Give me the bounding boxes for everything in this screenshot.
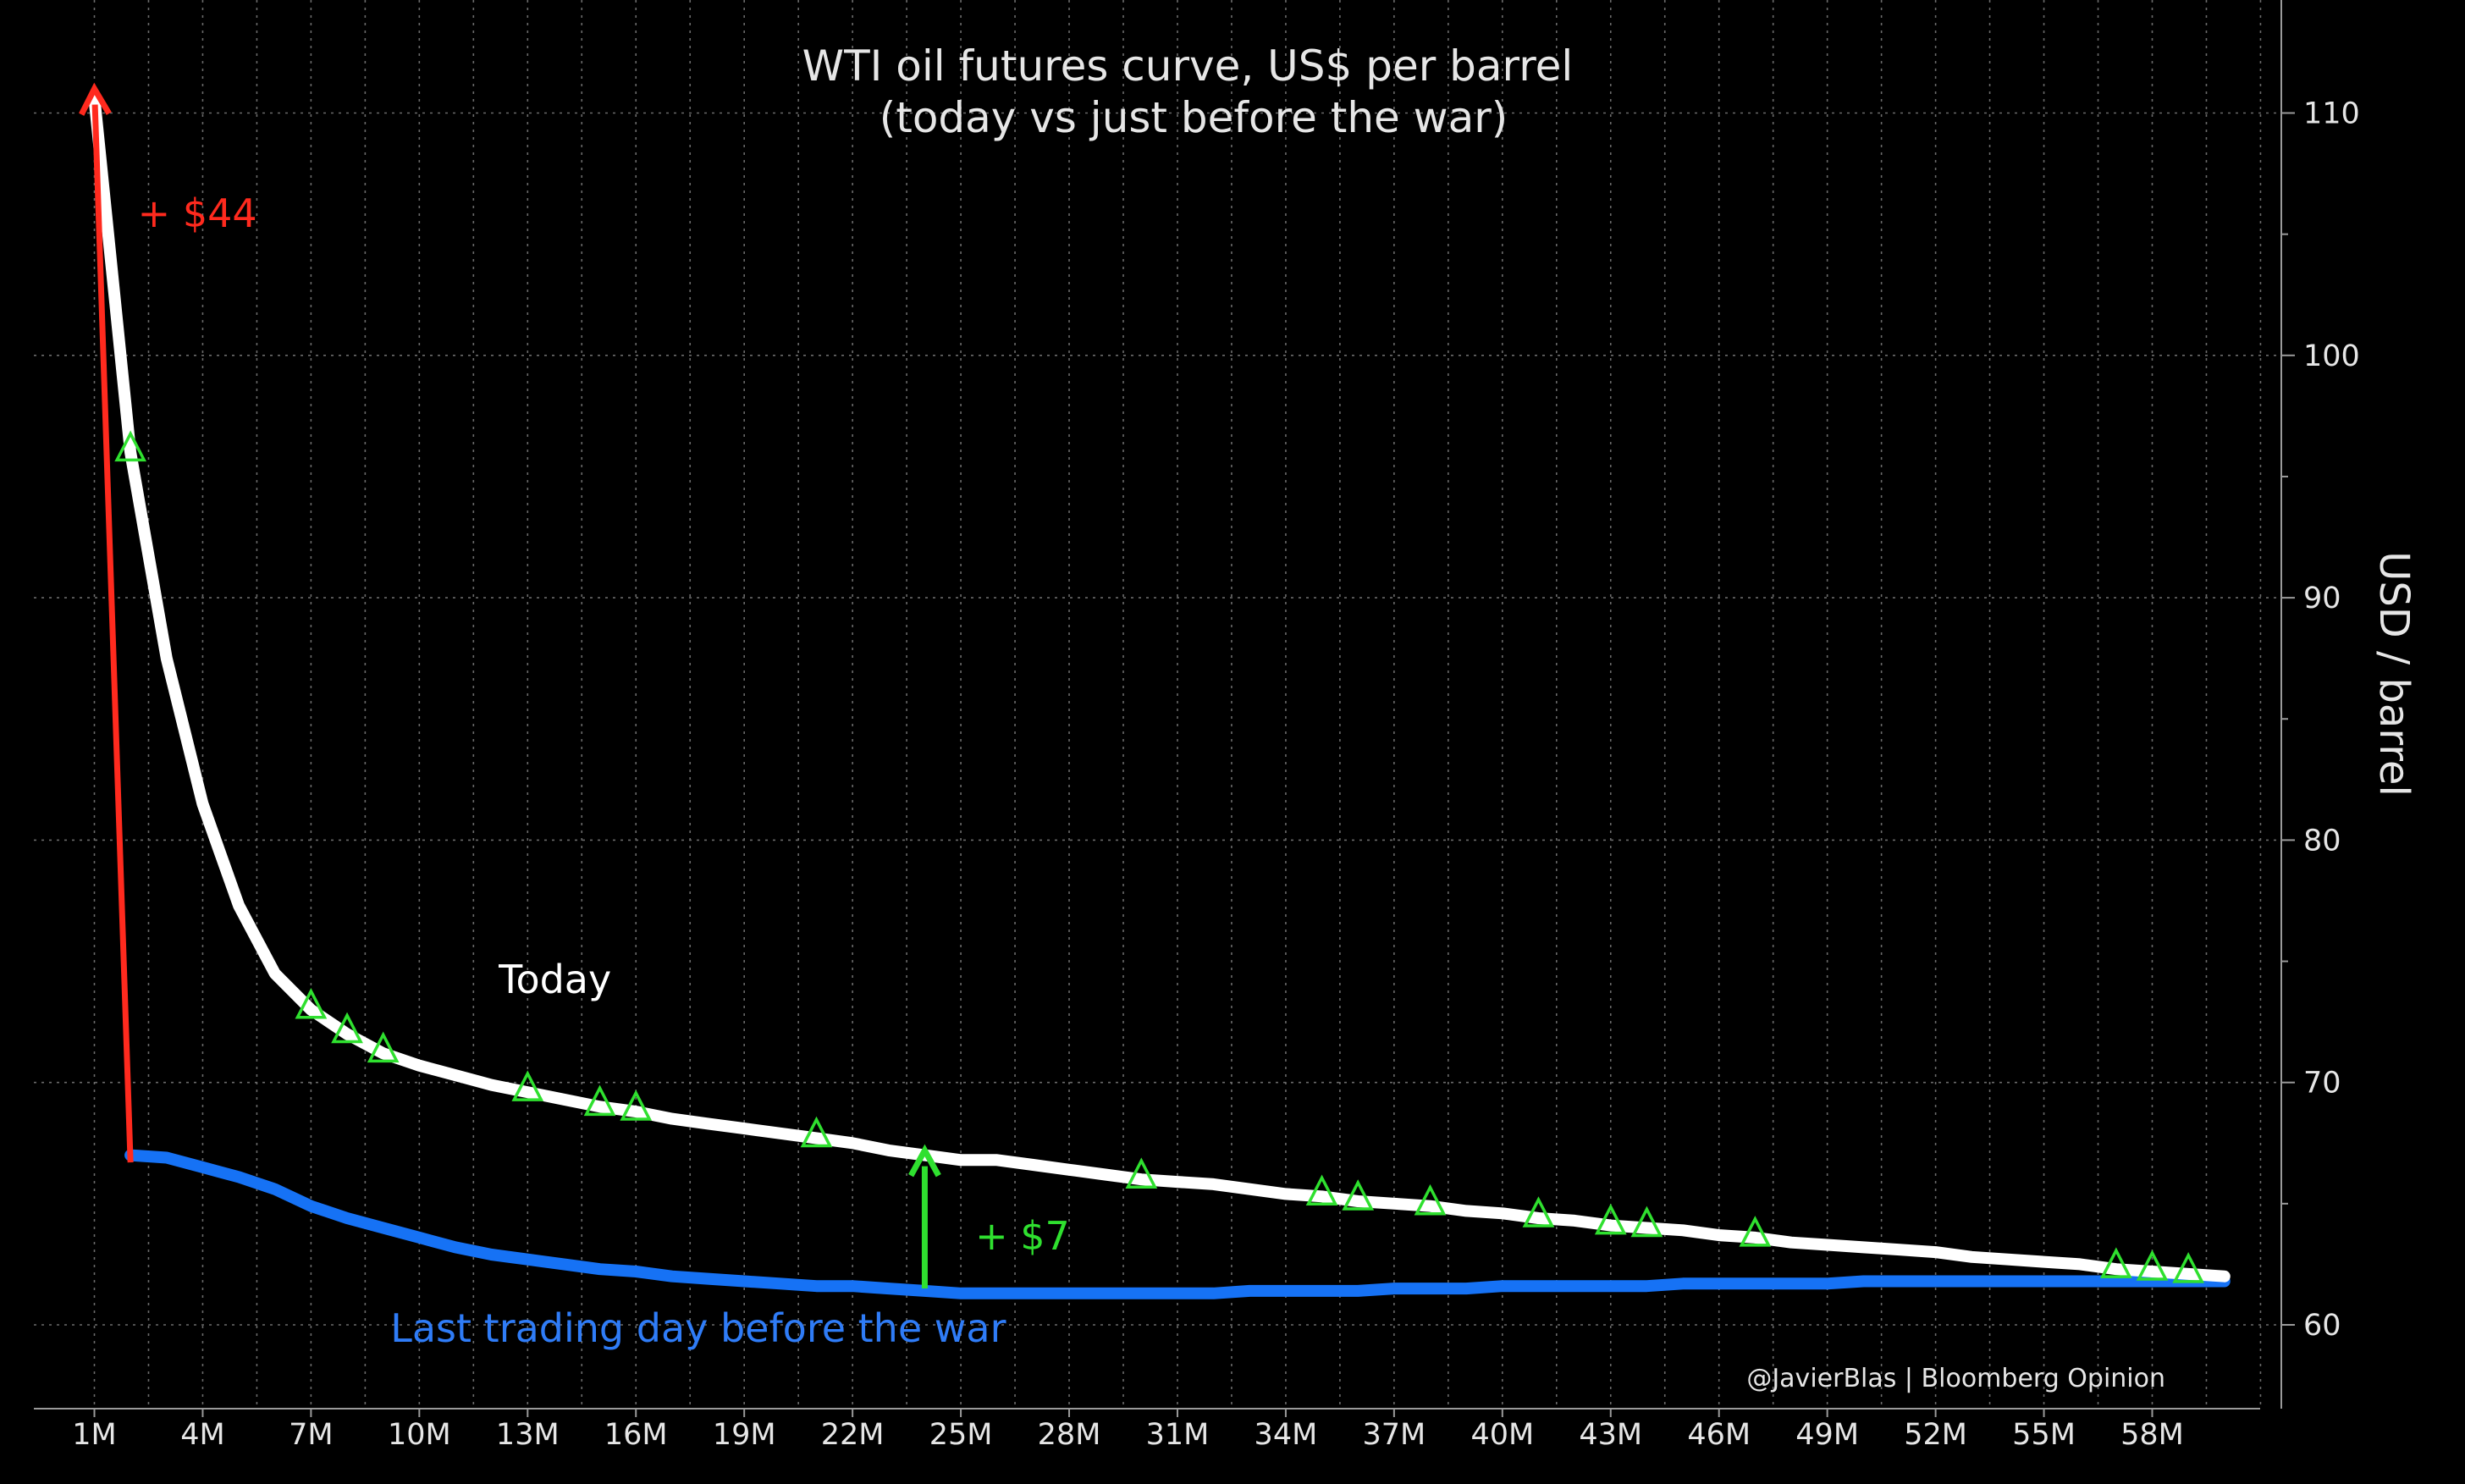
x-tick-label: 31M [1146,1418,1210,1452]
y-tick-label: 90 [2303,582,2341,615]
x-tick-label: 19M [713,1418,776,1452]
triangle-marker [620,1090,653,1121]
spread-mid-arrow-head [908,1144,941,1178]
x-tick-label: 13M [496,1418,560,1452]
triangle-marker [367,1031,400,1063]
spread-front-label: + $44 [138,190,257,236]
x-tick-label: 1M [72,1418,116,1452]
series-line-pre-war [124,1149,2231,1299]
triangle-marker [1739,1216,1772,1247]
x-tick-label: 22M [821,1418,885,1452]
spread-mid-label: + $7 [975,1213,1070,1259]
triangle-marker [295,987,328,1019]
x-tick-label: 28M [1038,1418,1101,1452]
x-tick-label: 55M [2012,1418,2076,1452]
spread-front-arrow-head [79,82,112,116]
x-tick-label: 4M [180,1418,224,1452]
triangle-marker [1414,1183,1447,1216]
source-credit: @JavierBlas | Bloomberg Opinion [1746,1364,2165,1393]
y-tick-label: 70 [2303,1067,2341,1101]
y-tick-label: 110 [2303,97,2360,131]
prewar-label: Last trading day before the war [390,1305,1006,1351]
triangle-marker [2172,1252,2205,1283]
annotations: Today Last trading day before the war + $4… [138,190,1070,1351]
chart-title: WTI oil futures curve, US$ per barrel [802,41,1574,91]
spread-arrows [79,82,941,1289]
triangle-marker [2136,1250,2169,1281]
triangle-marker [1594,1203,1627,1235]
gridlines [34,0,2281,1409]
triangle-marker [1305,1174,1338,1206]
y-axis-ticks: 60 70 80 90 100 110 [2281,97,2360,1343]
x-tick-label: 43M [1579,1418,1642,1452]
y-tick-label: 60 [2303,1309,2341,1343]
triangle-marker [114,430,147,462]
x-tick-label: 25M [929,1418,993,1452]
triangle-marker [1522,1196,1555,1227]
y-tick-label: 100 [2303,339,2360,373]
triangle-markers [114,430,2205,1283]
triangle-marker [583,1084,616,1117]
triangle-marker [1125,1157,1158,1189]
x-axis-ticks: 1M 4M 7M 10M 13M 16M 19M 22M 25M 28M 31M 34M 37M 40M 4… [72,1409,2184,1452]
x-tick-label: 58M [2120,1418,2184,1452]
x-tick-label: 49M [1795,1418,1859,1452]
x-tick-label: 10M [388,1418,451,1452]
x-tick-label: 16M [604,1418,668,1452]
x-tick-label: 34M [1255,1418,1318,1452]
y-tick-label: 80 [2303,824,2341,858]
triangle-marker [1342,1179,1375,1211]
series-line-today [88,92,2231,1283]
triangle-marker [1630,1205,1663,1238]
spread-front-arrow-shaft [91,104,134,1163]
x-tick-label: 40M [1470,1418,1534,1452]
triangle-marker [2099,1247,2132,1278]
x-tick-label: 7M [289,1418,333,1452]
triangle-marker [800,1116,833,1148]
x-tick-label: 37M [1363,1418,1426,1452]
triangle-marker [511,1070,544,1101]
series-lines [88,92,2231,1299]
triangle-marker [331,1012,363,1044]
today-label: Today [498,957,611,1002]
x-tick-label: 52M [1904,1418,1967,1452]
y-axis-label: USD / barrel [2370,551,2418,797]
chart-subtitle: (today vs just before the war) [880,93,1508,142]
x-tick-label: 46M [1687,1418,1751,1452]
